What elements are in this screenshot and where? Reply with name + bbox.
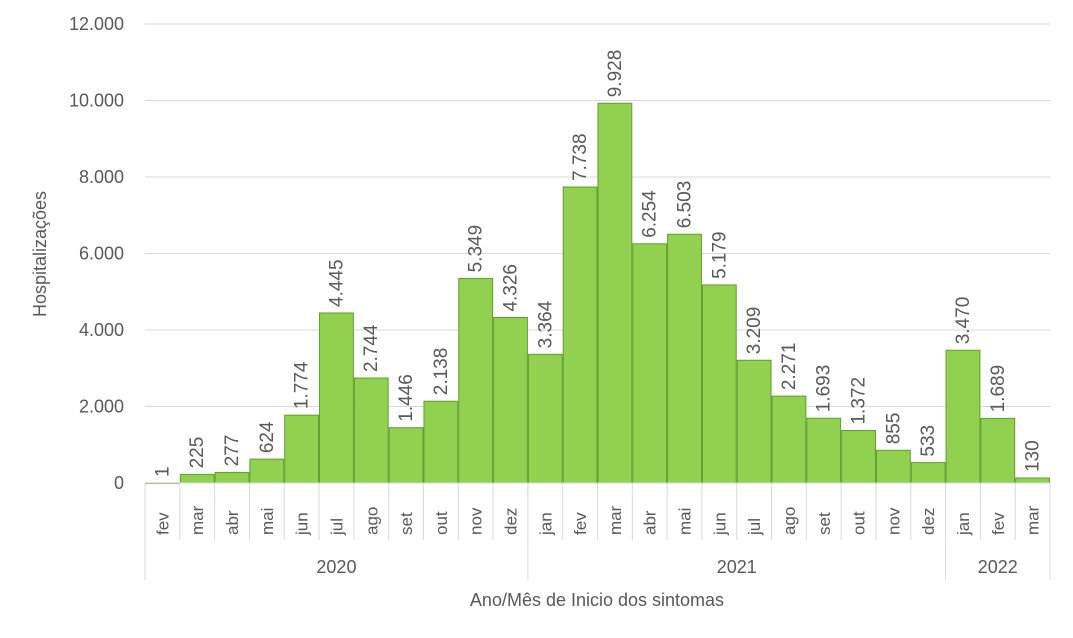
data-label: 5.349 (466, 225, 487, 273)
year-label: 2021 (717, 557, 757, 577)
x-tick-label: abr (641, 510, 660, 535)
x-tick-label: set (815, 512, 834, 535)
data-label: 9.928 (605, 50, 626, 98)
data-label: 2.271 (779, 343, 800, 391)
bar (249, 458, 285, 484)
x-tick-label: jan (536, 512, 555, 536)
y-tick-label: 2.000 (79, 397, 124, 417)
data-label: 7.738 (570, 133, 591, 181)
data-label: 2.744 (361, 324, 382, 372)
data-label: 1.774 (292, 361, 313, 409)
data-label: 855 (883, 413, 904, 445)
x-tick-label: mai (676, 508, 695, 535)
x-axis-title: Ano/Mês de Inicio dos sintomas (470, 590, 724, 610)
bar (284, 414, 320, 484)
data-label: 6.503 (675, 181, 696, 229)
x-tick-label: jan (954, 512, 973, 536)
data-label: 533 (918, 425, 939, 457)
bar (597, 102, 633, 484)
year-label: 2020 (316, 557, 356, 577)
data-label: 3.470 (953, 297, 974, 345)
data-labels: 1 225 277 624 1.774 4.445 2.744 1.446 2.138 5.349… (152, 50, 1043, 477)
x-tick-label: out (432, 511, 451, 535)
bar (1015, 477, 1051, 484)
x-tick-label: mai (258, 508, 277, 535)
data-label: 130 (1023, 440, 1044, 472)
x-tick-label: fev (989, 512, 1008, 535)
bar (562, 186, 598, 484)
x-tick-label: dez (501, 508, 520, 535)
x-tick-label: jun (710, 512, 729, 536)
bar (701, 284, 737, 484)
bars (145, 102, 1051, 484)
x-axis: fev mar abr mai jun jul ago set out nov dez jan fev m… (144, 482, 1051, 580)
x-tick-label: out (850, 511, 869, 535)
data-label: 5.179 (709, 231, 730, 279)
data-label: 225 (187, 437, 208, 469)
data-label: 2.138 (431, 348, 452, 396)
bar (458, 277, 494, 484)
bar (980, 417, 1016, 484)
x-tick-label: mar (188, 505, 207, 535)
bar (214, 471, 250, 484)
bar (353, 377, 389, 484)
data-label: 1.689 (988, 365, 1009, 413)
data-label: 277 (222, 435, 243, 467)
x-tick-label: jun (293, 512, 312, 536)
year-label: 2022 (978, 557, 1018, 577)
x-tick-label: fev (571, 512, 590, 535)
x-tick-label: mar (1024, 505, 1043, 535)
y-tick-label: 10.000 (69, 91, 124, 111)
data-label: 1.693 (814, 365, 835, 413)
bar (806, 417, 842, 484)
bar (667, 233, 702, 484)
x-tick-label: nov (467, 507, 486, 535)
y-tick-label: 8.000 (79, 167, 124, 187)
y-tick-label: 4.000 (79, 320, 124, 340)
data-label: 624 (257, 421, 278, 453)
data-label: 6.254 (640, 190, 661, 238)
data-label: 4.326 (500, 264, 521, 312)
bar (632, 243, 668, 484)
y-axis-ticks: 0 2.000 4.000 6.000 8.000 10.000 12.000 (69, 14, 124, 493)
bar (388, 427, 424, 484)
bar (527, 353, 563, 484)
bar (493, 317, 528, 484)
x-tick-label: abr (223, 510, 242, 535)
bar (875, 449, 911, 484)
data-label: 1.446 (396, 374, 417, 422)
bar (179, 473, 215, 484)
data-label: 4.445 (326, 259, 347, 307)
x-tick-label: set (397, 512, 416, 535)
bar (945, 349, 981, 484)
y-tick-label: 6.000 (79, 244, 124, 264)
x-tick-label: jul (745, 518, 764, 536)
y-tick-label: 12.000 (69, 14, 124, 34)
x-tick-label: ago (780, 507, 799, 535)
bar (423, 400, 459, 484)
data-label: 3.364 (535, 300, 556, 348)
bar (736, 359, 772, 484)
data-label: 1.372 (849, 377, 870, 425)
x-tick-label: nov (884, 507, 903, 535)
x-tick-label: jul (327, 518, 346, 536)
x-tick-label: fev (153, 512, 172, 535)
x-tick-label: mar (606, 505, 625, 535)
x-tick-label: ago (362, 507, 381, 535)
data-label: 1 (152, 466, 173, 477)
y-tick-label: 0 (114, 473, 124, 493)
bar (319, 312, 354, 484)
data-label: 3.209 (744, 307, 765, 355)
bar (841, 430, 876, 484)
bar (771, 395, 807, 484)
bar (910, 462, 946, 484)
y-axis-title: Hospitalizações (30, 191, 50, 317)
x-tick-label: dez (919, 508, 938, 535)
